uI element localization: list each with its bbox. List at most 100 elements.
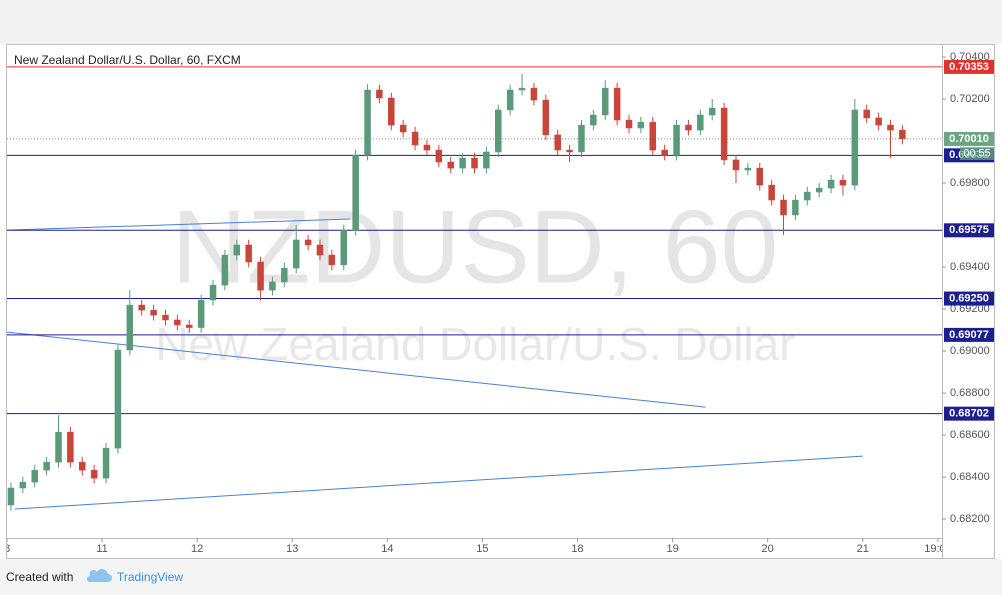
x-tick-label: 12	[191, 543, 203, 555]
candle-body	[459, 157, 466, 169]
candle-body	[55, 431, 62, 463]
level-label-box	[944, 406, 994, 421]
candle-body	[126, 304, 134, 351]
candle-body	[364, 89, 371, 156]
y-tick-label: 0.68600	[950, 429, 990, 441]
level-label-box	[944, 59, 994, 74]
candle-body	[578, 124, 585, 153]
candle-body	[673, 124, 680, 156]
candle-body	[185, 324, 193, 328]
candle-body	[471, 157, 478, 169]
level-label: 0.70353	[949, 61, 989, 73]
candle-body	[875, 117, 882, 126]
x-tick-label: 13	[286, 543, 298, 555]
candle-body	[138, 304, 145, 311]
x-tick-label: 14	[381, 543, 393, 555]
time-axis: 8 11 12 13 14 15 18 19 20 21 19:00	[4, 538, 952, 555]
footer-bar	[0, 559, 1002, 595]
candle-body	[792, 199, 799, 216]
candle-body	[316, 244, 324, 256]
candle-body	[601, 87, 609, 116]
candle-body	[720, 107, 728, 161]
candle-body	[804, 191, 811, 201]
level-label-box	[944, 291, 994, 306]
trendline	[14, 455, 863, 510]
candle-body	[566, 149, 573, 153]
candle-body	[43, 461, 50, 471]
level-label-box	[944, 223, 994, 238]
candle-body	[31, 469, 38, 483]
chart-title: New Zealand Dollar/U.S. Dollar, 60, FXCM	[14, 53, 241, 67]
candle-body	[506, 89, 514, 111]
countdown-label: 00:55	[963, 147, 991, 159]
candle-body	[744, 167, 752, 171]
candle-body	[233, 244, 241, 256]
x-tick-label: 11	[96, 543, 107, 555]
candle-body	[150, 309, 157, 316]
candle-body	[340, 229, 348, 266]
candle-body	[352, 154, 359, 231]
candle-body	[863, 109, 870, 119]
candle-body	[399, 124, 407, 133]
candle-body	[257, 261, 264, 291]
candle-body	[827, 179, 835, 189]
level-label: 0.69077	[949, 329, 989, 341]
x-tick-label: 19	[666, 543, 678, 555]
x-tick-label: 19:00	[924, 543, 952, 555]
candle-body	[839, 179, 847, 186]
tradingview-logo[interactable]	[87, 569, 112, 582]
footer-text: Created with	[6, 570, 73, 584]
candle-body	[542, 99, 550, 136]
level-label: 0.69250	[949, 292, 989, 304]
candle-body	[423, 144, 431, 151]
candle-body	[245, 244, 252, 263]
last-price-box	[944, 131, 994, 146]
candle-body	[780, 199, 787, 216]
candle-body	[661, 149, 668, 156]
x-tick-label: 18	[571, 543, 583, 555]
top-strip	[0, 0, 1002, 44]
candle-body	[67, 431, 74, 463]
x-tick-label: 8	[4, 543, 10, 555]
candle-body	[637, 121, 645, 129]
candle-body	[376, 89, 383, 99]
level-label-box	[944, 327, 994, 342]
candle-body	[554, 134, 561, 151]
candle-body	[435, 149, 443, 163]
candle-body	[411, 131, 419, 146]
candle-body	[304, 239, 312, 246]
candle-body	[197, 299, 205, 328]
y-tick-label: 0.69800	[950, 177, 990, 189]
last-price-label: 0.70010	[949, 133, 989, 145]
candle-body	[887, 124, 894, 131]
candle-body	[221, 254, 229, 286]
candle-body	[756, 167, 764, 186]
candle-body	[114, 349, 122, 449]
y-tick-label: 0.68200	[950, 513, 990, 525]
candle-body	[388, 97, 395, 126]
candle-body	[281, 267, 288, 283]
candle-body	[483, 151, 490, 169]
plot-area: NZDUSD, 60 New Zealand Dollar/U.S. Dolla…	[7, 66, 942, 511]
candle-body	[19, 481, 27, 489]
candle-body	[732, 159, 740, 171]
watermark-subtitle: New Zealand Dollar/U.S. Dollar	[155, 318, 794, 370]
x-tick-label: 15	[476, 543, 488, 555]
candle-body	[102, 447, 110, 479]
candle-body	[768, 184, 775, 201]
candle-body	[79, 461, 86, 471]
candle-body	[815, 187, 823, 193]
candle-body	[685, 124, 692, 131]
candle-body	[613, 87, 621, 121]
y-tick-label: 0.69400	[950, 261, 990, 273]
candle-body	[90, 469, 98, 479]
level-label: 0.69575	[949, 224, 989, 236]
price-axis: 0.704000.702000.698000.694000.692000.690…	[942, 51, 994, 525]
tradingview-link[interactable]: TradingView	[117, 570, 183, 584]
y-tick-label: 0.68400	[950, 471, 990, 483]
trendline	[7, 218, 351, 231]
x-tick-label: 21	[857, 543, 869, 555]
candle-body	[174, 319, 181, 326]
